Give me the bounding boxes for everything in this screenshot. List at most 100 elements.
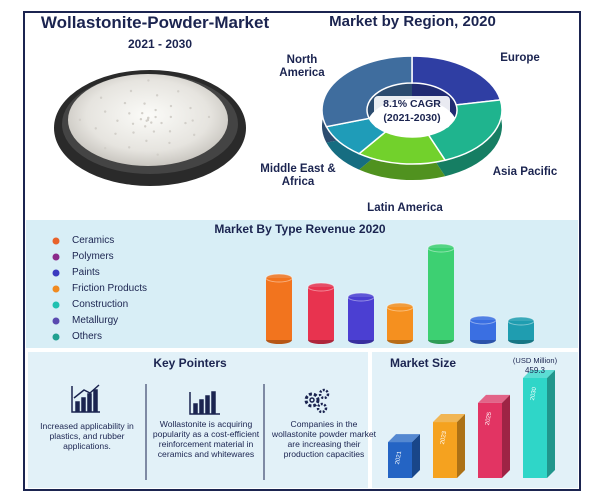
powder-grain xyxy=(155,94,159,97)
pointers-panel xyxy=(28,352,368,488)
bar-top xyxy=(388,434,420,443)
powder-grain xyxy=(160,121,163,125)
powder-grain xyxy=(78,118,82,122)
cylinder xyxy=(348,297,374,340)
region-label: North America xyxy=(279,54,325,80)
powder-grain xyxy=(192,133,196,137)
region-label: Europe xyxy=(500,52,540,64)
cylinder-top xyxy=(347,292,375,302)
cylinder xyxy=(266,278,292,340)
legend-label: Polymers xyxy=(72,251,114,262)
cylinder xyxy=(387,307,413,340)
legend-dot xyxy=(52,333,60,341)
powder-grain xyxy=(177,90,180,93)
powder-grain xyxy=(152,130,156,133)
powder-grain xyxy=(94,127,97,130)
cylinder-top xyxy=(469,315,497,325)
pointers-title: Key Pointers xyxy=(153,356,227,370)
powder-grain xyxy=(169,104,173,108)
bar-side xyxy=(547,370,555,478)
powder-grain xyxy=(128,112,131,115)
powder-grain xyxy=(123,101,127,105)
segment xyxy=(321,55,413,128)
cylinder-top xyxy=(427,243,455,253)
legend-label: Others xyxy=(72,331,103,342)
powder-grain xyxy=(143,102,146,105)
annotation-box xyxy=(374,96,450,128)
powder-grain xyxy=(145,139,148,143)
chart-title: Market Size xyxy=(389,356,457,370)
powder-grain xyxy=(103,110,107,113)
legend-label: Friction Products xyxy=(72,283,148,294)
cylinder xyxy=(508,321,534,340)
legend-dot xyxy=(52,253,60,261)
powder-grain xyxy=(154,115,157,119)
bar-year: 2021 xyxy=(395,450,403,465)
chart-title: Market By Type Revenue 2020 xyxy=(214,222,386,236)
cylinder-top xyxy=(307,282,335,292)
cylinder xyxy=(308,287,334,340)
page-subtitle: 2021 - 2030 xyxy=(127,37,193,51)
powder-grain xyxy=(132,131,135,134)
powder-grain xyxy=(114,132,117,136)
value-label: 459.3 xyxy=(524,366,546,375)
powder-grain xyxy=(103,147,107,150)
powder-grain xyxy=(169,115,173,119)
chart-title: Market by Region, 2020 xyxy=(329,13,496,30)
cylinder-top xyxy=(507,316,535,326)
powder-grain xyxy=(189,106,192,110)
bar xyxy=(433,422,457,478)
bar-top xyxy=(478,394,510,403)
legend-dot xyxy=(52,285,60,293)
bar-year: 2023 xyxy=(440,430,448,445)
page-title: Wollastonite-Powder-Market xyxy=(40,13,270,32)
powder-grain xyxy=(154,108,157,112)
legend-label: Metallurgy xyxy=(72,315,119,326)
bar-side xyxy=(502,394,510,478)
bar xyxy=(523,378,547,478)
bar-year: 2030 xyxy=(530,386,538,401)
bar-top xyxy=(433,414,465,423)
pointer-text: Wollastonite is acquiring popularity as … xyxy=(152,419,260,459)
cylinder xyxy=(470,320,496,340)
legend-dot xyxy=(52,301,60,309)
powder-grain xyxy=(168,130,172,133)
powder-grain xyxy=(127,146,131,149)
cylinder-top xyxy=(386,302,414,312)
region-label: Asia Pacific xyxy=(492,166,558,178)
unit-label: (USD Million) xyxy=(512,356,558,365)
powder-grain xyxy=(131,122,135,125)
legend-label: Ceramics xyxy=(72,235,115,246)
annotation: (2021-2030) xyxy=(383,112,441,124)
bar-top xyxy=(523,370,555,378)
powder-grain xyxy=(191,119,194,122)
powder-grain xyxy=(129,89,133,93)
powder-grain xyxy=(143,125,147,128)
pointer-text: Increased applicability in plastics, and… xyxy=(40,421,134,451)
powder-grain xyxy=(116,119,119,122)
powder-grain xyxy=(156,153,159,156)
bar-side xyxy=(412,434,420,478)
cylinder xyxy=(428,248,454,340)
pointer-text: Companies in the wollastonite powder mar… xyxy=(271,419,377,459)
powder-grain xyxy=(184,121,187,125)
legend-label: Construction xyxy=(72,299,129,310)
powder-grain xyxy=(150,121,153,124)
region-label: Latin America xyxy=(367,202,443,214)
powder-grain xyxy=(146,117,150,120)
bar xyxy=(478,402,502,478)
powder-grain xyxy=(147,79,150,82)
bar-side xyxy=(457,414,465,478)
legend-dot xyxy=(52,317,60,325)
icons xyxy=(71,384,330,415)
legend-label: Paints xyxy=(72,267,100,278)
region-label: Middle East & Africa xyxy=(260,163,336,189)
powder-grain xyxy=(99,96,103,99)
legend-dot xyxy=(52,269,60,277)
bar xyxy=(388,442,412,478)
powder-grain xyxy=(168,141,171,145)
powder-grain xyxy=(140,111,144,115)
powder-grain xyxy=(139,118,143,121)
